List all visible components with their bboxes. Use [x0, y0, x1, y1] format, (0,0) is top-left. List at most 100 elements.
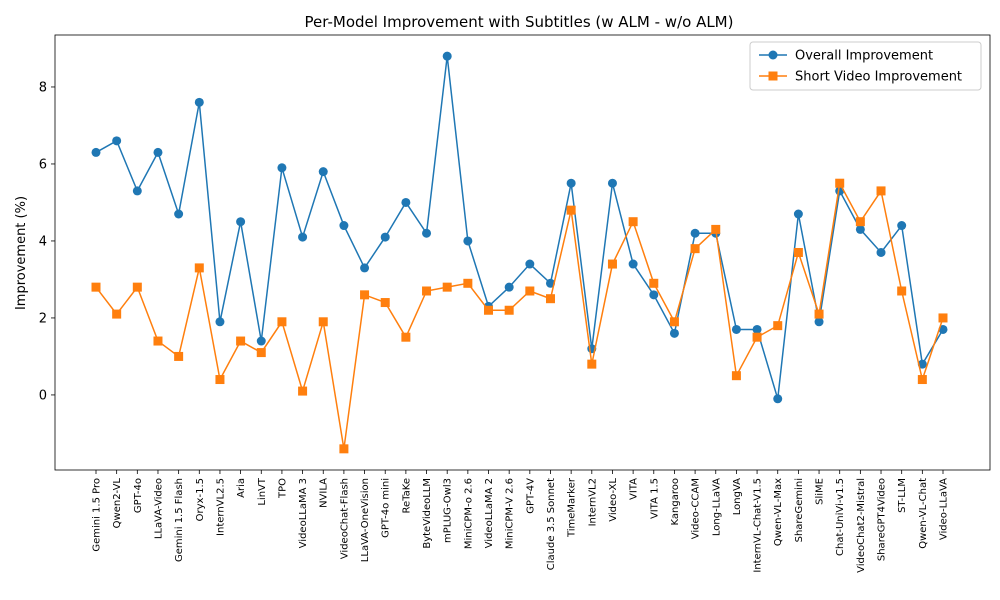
data-point	[793, 248, 803, 257]
x-tick-label: GPT-4o mini	[381, 478, 392, 538]
data-point	[174, 351, 184, 361]
data-point	[669, 328, 679, 338]
data-point	[463, 236, 473, 246]
data-point	[793, 209, 803, 219]
data-point	[318, 317, 328, 327]
data-point	[731, 371, 741, 381]
data-point	[607, 259, 617, 269]
data-point	[752, 324, 762, 334]
data-point	[897, 286, 907, 296]
data-point	[752, 332, 762, 342]
data-point	[256, 348, 266, 358]
data-point	[649, 278, 659, 288]
data-point	[566, 178, 576, 188]
x-tick-label: Long-LLaVA	[711, 478, 722, 536]
data-point	[298, 386, 308, 396]
data-point	[938, 324, 948, 334]
x-tick-label: GPT-4V	[525, 478, 536, 514]
chart-title: Per-Model Improvement with Subtitles (w …	[305, 13, 734, 31]
data-point	[401, 197, 411, 207]
legend-label: Short Video Improvement	[795, 70, 962, 85]
x-tick-label: Kangaroo	[670, 478, 681, 525]
data-point	[236, 336, 246, 346]
data-point	[360, 263, 370, 273]
legend-marker	[768, 71, 778, 81]
data-point	[504, 305, 514, 315]
data-point	[236, 217, 246, 227]
legend-box	[749, 41, 982, 91]
data-point	[897, 221, 907, 231]
x-tick-label: TimeMarker	[567, 477, 578, 538]
data-point	[422, 286, 432, 296]
x-tick-label: Aria	[236, 478, 247, 498]
y-tick-label: 2	[39, 311, 47, 326]
series-line	[95, 180, 944, 449]
x-tick-label: ByteVideoLLM	[422, 478, 433, 549]
data-point	[814, 309, 824, 319]
x-tick-label: VideoLLaMA 2	[484, 478, 495, 548]
data-point	[917, 359, 927, 369]
series-line	[95, 56, 944, 399]
x-tick-label: LLaVA-OneVision	[360, 478, 371, 562]
data-point	[731, 324, 741, 334]
data-point	[876, 186, 886, 196]
x-tick-label: GPT-4o	[133, 478, 144, 513]
x-tick-label: Qwen2-VL	[112, 478, 123, 529]
data-point	[545, 278, 555, 288]
data-point	[855, 217, 865, 227]
data-point	[876, 248, 886, 257]
x-tick-label: Qwen-VL-Max	[773, 478, 784, 546]
data-point	[835, 178, 845, 188]
data-point	[525, 286, 535, 296]
y-tick-label: 4	[39, 234, 47, 249]
data-point	[649, 290, 659, 300]
data-point	[628, 259, 638, 269]
x-tick-label: InternVL2	[587, 478, 598, 526]
x-tick-label: InternVL-Chat-V1.5	[753, 478, 764, 573]
x-tick-label: VideoChat2-Mistral	[856, 478, 867, 573]
data-point	[773, 321, 783, 331]
x-tick-label: Gemini 1.5 Flash	[174, 478, 185, 562]
x-tick-label: Video-XL	[608, 478, 619, 522]
data-point	[917, 375, 927, 385]
y-axis-label: Improvement (%)	[14, 196, 29, 310]
data-point	[174, 209, 184, 219]
data-point	[298, 232, 308, 242]
data-point	[690, 228, 700, 238]
x-tick-label: VideoChat-Flash	[339, 478, 350, 559]
x-tick-label: Claude 3.5 Sonnet	[546, 478, 557, 570]
x-tick-label: ReTaKe	[401, 478, 412, 513]
x-tick-label: ShareGPT4Video	[877, 478, 888, 561]
x-tick-label: Chat-UniVi-v1.5	[835, 478, 846, 556]
data-point	[277, 163, 287, 173]
data-point	[504, 282, 514, 292]
data-point	[422, 228, 432, 238]
data-point	[442, 51, 452, 61]
x-tick-label: LinVT	[257, 477, 268, 506]
x-tick-label: InternVL2.5	[215, 478, 226, 536]
data-point	[484, 305, 494, 315]
y-tick-label: 0	[39, 388, 47, 403]
legend-marker	[768, 50, 778, 60]
x-tick-label: ST-LLM	[897, 478, 908, 513]
data-point	[938, 313, 948, 323]
x-tick-label: LongVA	[732, 478, 743, 515]
data-point	[277, 317, 287, 327]
axes-frame	[54, 34, 991, 471]
x-tick-label: VideoLLaMA 3	[298, 478, 309, 548]
x-tick-label: MiniCPM-o 2.6	[463, 478, 474, 549]
plot-area: 0 2 4 6 8 Gemini 1.5 Pro Qwen2-VL GPT-4o LLaVA-V…	[39, 34, 991, 573]
x-tick-label: Qwen-VL-Chat	[918, 478, 929, 549]
x-tick-label: VITA	[629, 478, 640, 500]
data-point	[690, 244, 700, 254]
data-point	[587, 359, 597, 369]
data-point	[339, 444, 349, 454]
data-point	[153, 336, 163, 346]
x-tick-label: NVILA	[319, 478, 330, 508]
data-point	[525, 259, 535, 269]
data-point	[401, 332, 411, 342]
x-tick-label: Video-LLaVA	[939, 478, 950, 540]
data-point	[112, 309, 122, 319]
data-point	[380, 232, 390, 242]
